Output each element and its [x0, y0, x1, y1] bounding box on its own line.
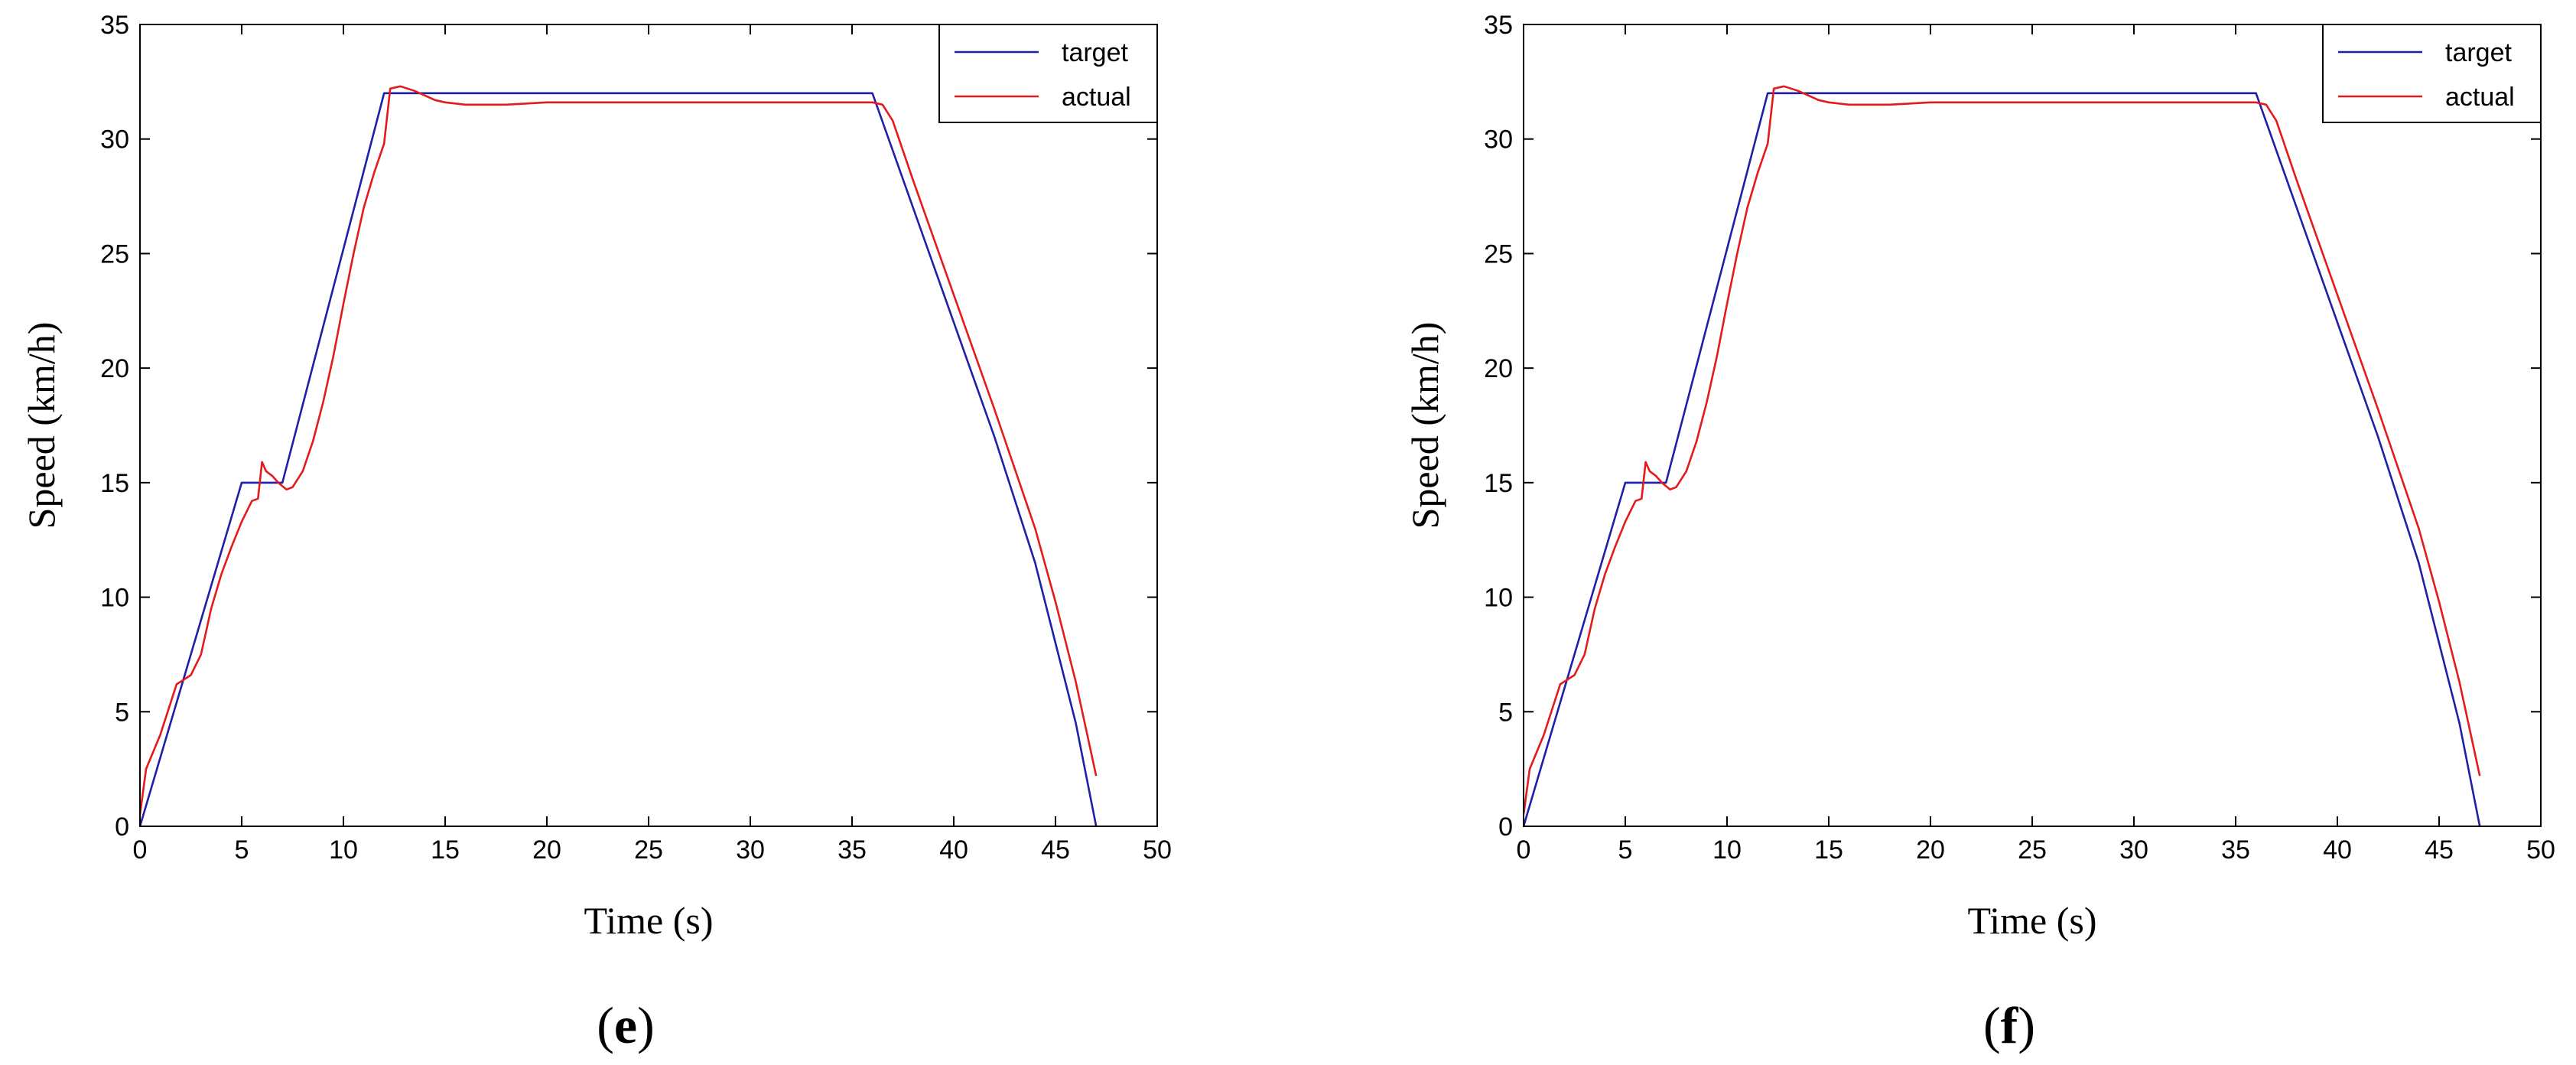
chart-f-ytick-label: 20 — [1484, 354, 1513, 383]
chart-e-ytick-label: 0 — [115, 813, 129, 842]
chart-e-legend-label-target: target — [1062, 38, 1128, 67]
chart-f-ytick-label: 35 — [1484, 11, 1513, 40]
chart-e-xtick-label: 35 — [838, 835, 867, 865]
chart-f-xtick-label: 15 — [1814, 835, 1843, 865]
chart-e-xtick-label: 50 — [1143, 835, 1172, 865]
chart-f-xtick-label: 20 — [1916, 835, 1945, 865]
chart-e-series-actual — [140, 85, 1098, 816]
chart-e-xtick-label: 40 — [939, 835, 968, 865]
chart-f-ytick-label: 5 — [1498, 698, 1513, 727]
chart-e-series-group — [140, 85, 1098, 826]
chart-f-xtick-label: 40 — [2323, 835, 2352, 865]
chart-f-xtick-label: 30 — [2119, 835, 2148, 865]
chart-e-ytick-label: 15 — [100, 469, 129, 498]
chart-e-ytick-label: 35 — [100, 11, 129, 40]
chart-f-legend-label-actual: actual — [2445, 83, 2515, 112]
chart-f-series-target — [1524, 92, 2481, 826]
chart-e-xtick-label: 25 — [634, 835, 663, 865]
chart-f-series-group — [1524, 85, 2481, 826]
chart-f-ytick-label: 30 — [1484, 125, 1513, 155]
chart-f-xaxis-label: Time (s) — [1967, 899, 2096, 942]
chart-e-ytick-label: 10 — [100, 584, 129, 613]
chart-f-ytick-label: 10 — [1484, 584, 1513, 613]
chart-f-series-actual — [1524, 85, 2481, 816]
chart-e-xtick-label: 10 — [329, 835, 358, 865]
chart-f-xtick-label: 5 — [1618, 835, 1633, 865]
chart-e-series-target — [140, 92, 1098, 826]
chart-f-legend: target actual — [2322, 24, 2542, 123]
chart-f-xtick-label: 25 — [2018, 835, 2047, 865]
chart-e-panel-label: (e) — [597, 996, 655, 1054]
chart-f-yaxis-label: Speed (km/h) — [1403, 322, 1446, 529]
chart-e-legend-box — [938, 24, 1158, 123]
chart-f-legend-box — [2322, 24, 2542, 123]
chart-f-xtick-label: 10 — [1712, 835, 1742, 865]
chart-f-xtick-label: 0 — [1517, 835, 1531, 865]
chart-e-legend-label-actual: actual — [1062, 83, 1131, 112]
chart-f-ytick-label: 25 — [1484, 239, 1513, 269]
chart-f-panel-letter: f — [2001, 996, 2019, 1054]
chart-f-ytick-label: 0 — [1498, 813, 1513, 842]
chart-e-xtick-label: 20 — [532, 835, 561, 865]
chart-e-xtick-label: 0 — [133, 835, 148, 865]
chart-e-ytick-label: 5 — [115, 698, 129, 727]
chart-e-xaxis-label: Time (s) — [584, 899, 713, 942]
chart-e-xtick-label: 30 — [736, 835, 765, 865]
chart-e-yaxis-label: Speed (km/h) — [20, 322, 63, 529]
chart-e-legend: target actual — [938, 24, 1158, 123]
chart-f-xtick-label: 50 — [2526, 835, 2555, 865]
chart-f-xtick-label: 45 — [2425, 835, 2454, 865]
chart-e-ytick-label: 30 — [100, 125, 129, 155]
chart-f-legend-label-target: target — [2445, 38, 2512, 67]
chart-f-xtick-label: 35 — [2221, 835, 2250, 865]
chart-e-ytick-label: 20 — [100, 354, 129, 383]
chart-e-xtick-label: 45 — [1041, 835, 1070, 865]
chart-e-xtick-label: 15 — [431, 835, 460, 865]
chart-e-panel-letter: e — [614, 996, 637, 1054]
chart-e-ytick-label: 25 — [100, 239, 129, 269]
chart-e-xtick-label: 5 — [235, 835, 249, 865]
chart-f-axes-frame — [1523, 24, 2542, 827]
chart-f: 0 5 10 15 20 25 30 35 40 45 50 0 5 10 15 20 25 30 35 Time (… — [1403, 11, 2555, 1054]
chart-e-axes-frame — [139, 24, 1158, 827]
chart-f-panel-label: (f) — [1983, 996, 2035, 1054]
chart-f-ytick-label: 15 — [1484, 469, 1513, 498]
chart-e: 0 5 10 15 20 25 30 35 40 45 50 0 5 10 15 20 25 30 35 Time (… — [20, 11, 1172, 1054]
